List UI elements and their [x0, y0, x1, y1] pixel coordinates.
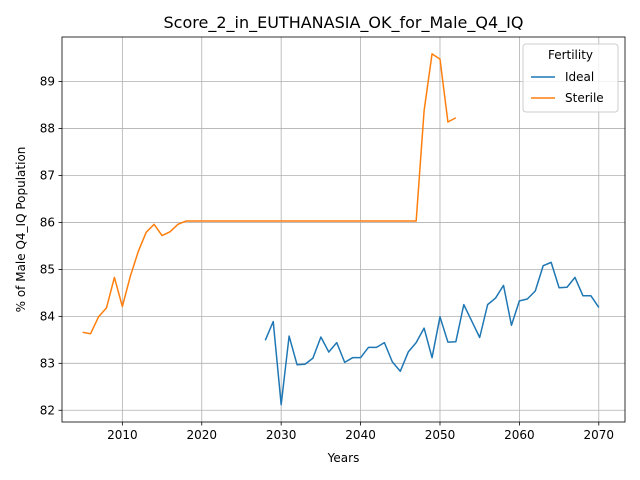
- x-tick-label: 2040: [345, 428, 376, 442]
- series-lines: [82, 53, 600, 406]
- y-tick-label: 86: [40, 215, 55, 229]
- x-tick-label: 2010: [107, 428, 138, 442]
- legend-title: Fertility: [548, 48, 593, 62]
- x-tick-label: 2050: [425, 428, 456, 442]
- series-line-sterile: [82, 53, 457, 335]
- legend-box: [522, 43, 619, 113]
- y-tick-label: 84: [40, 309, 55, 323]
- y-axis-label: % of Male Q4_IQ Population: [14, 147, 28, 313]
- legend-label-sterile: Sterile: [565, 91, 604, 105]
- plot-area: [61, 36, 626, 423]
- y-tick-label: 83: [40, 356, 55, 370]
- chart-title: Score_2_in_EUTHANASIA_OK_for_Male_Q4_IQ: [164, 13, 524, 33]
- x-axis-label: Years: [327, 451, 360, 465]
- y-axis-ticks: 82 83 84 85 86 87 88 89: [40, 75, 62, 417]
- y-tick-label: 82: [40, 403, 55, 417]
- x-tick-label: 2060: [504, 428, 535, 442]
- x-axis-ticks: 2010 2020 2030 2040 2050 2060 2070: [107, 422, 614, 442]
- gridlines: [62, 37, 625, 422]
- y-tick-label: 85: [40, 262, 55, 276]
- x-tick-label: 2030: [266, 428, 297, 442]
- legend-label-ideal: Ideal: [565, 70, 594, 84]
- y-tick-label: 87: [40, 169, 55, 183]
- x-tick-label: 2020: [186, 428, 217, 442]
- y-tick-label: 88: [40, 122, 55, 136]
- x-tick-label: 2070: [584, 428, 615, 442]
- legend: Fertility Ideal Sterile: [522, 43, 619, 113]
- y-tick-label: 89: [40, 75, 55, 89]
- series-line-ideal: [264, 261, 600, 406]
